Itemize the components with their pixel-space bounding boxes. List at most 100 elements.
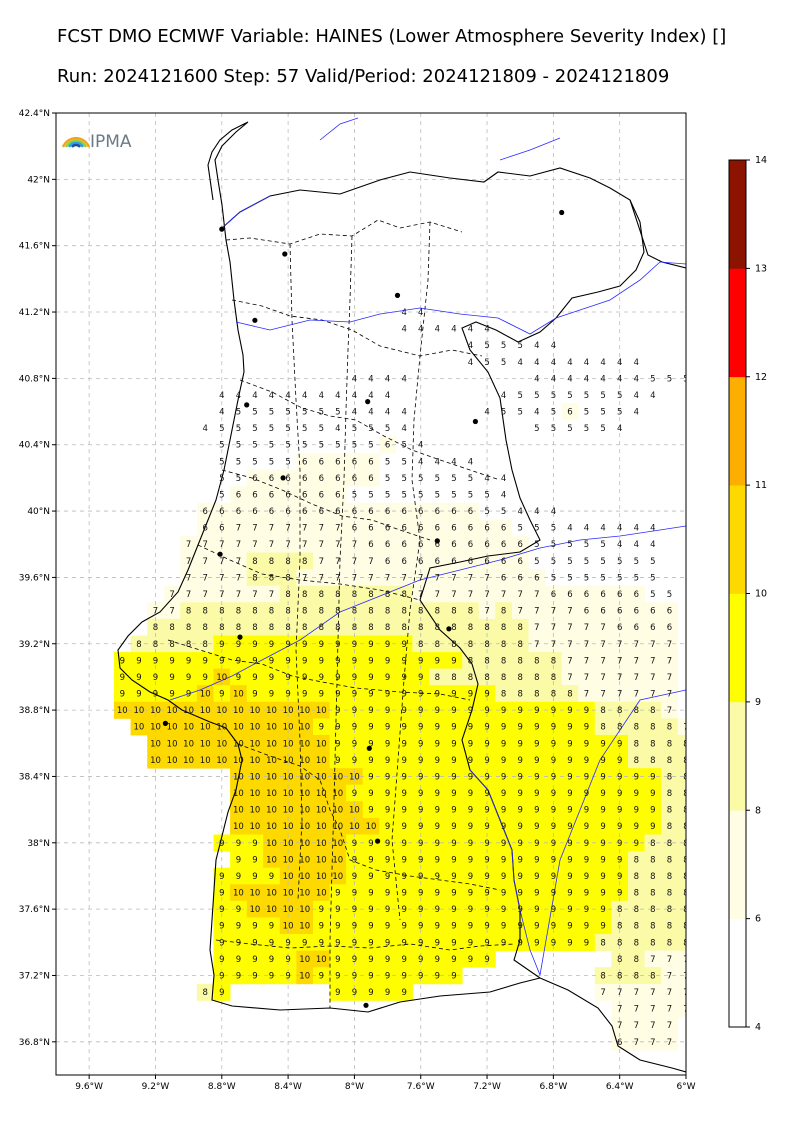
haines-value-label: 9 <box>435 723 440 733</box>
haines-cell <box>163 602 181 620</box>
haines-cell <box>230 519 248 537</box>
haines-value-label: 7 <box>617 1005 622 1015</box>
haines-cell <box>661 983 679 1001</box>
haines-cell <box>661 652 679 670</box>
haines-cell <box>528 934 546 951</box>
haines-value-label: 9 <box>584 723 589 733</box>
haines-value-label: 9 <box>252 972 257 982</box>
haines-value-label: 8 <box>335 623 340 633</box>
haines-value-label: 8 <box>302 623 307 633</box>
haines-value-label: 8 <box>634 922 639 932</box>
haines-cell <box>561 585 579 603</box>
haines-cell <box>180 602 198 620</box>
haines-value-label: 6 <box>285 507 290 517</box>
haines-value-label: 6 <box>567 408 572 418</box>
haines-value-label: 9 <box>484 889 489 899</box>
haines-cell <box>313 884 330 902</box>
haines-value-label: 8 <box>435 640 440 650</box>
haines-value-label: 9 <box>252 955 257 965</box>
haines-cell <box>329 453 347 470</box>
haines-value-label: 7 <box>650 1038 655 1048</box>
haines-value-label: 9 <box>501 806 506 816</box>
haines-cell <box>644 934 662 951</box>
haines-cell <box>462 585 480 603</box>
haines-value-label: 9 <box>335 972 340 982</box>
haines-cell <box>495 934 513 951</box>
haines-cell <box>329 983 347 1001</box>
haines-value-label: 9 <box>501 839 506 849</box>
haines-value-label: 6 <box>451 524 456 534</box>
haines-cell <box>230 834 248 852</box>
haines-value-label: 7 <box>617 988 622 998</box>
haines-cell <box>163 718 181 736</box>
haines-value-label: 9 <box>600 905 605 915</box>
haines-cell <box>346 735 364 752</box>
haines-value-label: 8 <box>617 955 622 965</box>
city-marker <box>375 838 381 844</box>
haines-value-label: 7 <box>634 640 639 650</box>
haines-cell <box>379 652 397 670</box>
haines-value-label: 5 <box>269 457 274 467</box>
haines-value-label: 5 <box>368 424 373 434</box>
haines-value-label: 9 <box>517 772 522 782</box>
haines-value-label: 5 <box>517 408 522 418</box>
haines-cell <box>346 983 364 1001</box>
haines-cell <box>611 751 629 769</box>
haines-value-label: 9 <box>517 789 522 799</box>
haines-value-label: 5 <box>219 441 224 451</box>
haines-cell <box>594 851 612 869</box>
haines-cell <box>379 917 397 935</box>
haines-cell <box>279 469 297 487</box>
haines-cell <box>180 735 198 752</box>
haines-value-label: 7 <box>634 673 639 683</box>
haines-cell <box>230 585 248 603</box>
haines-value-label: 9 <box>451 822 456 832</box>
haines-cell <box>263 585 281 603</box>
haines-value-label: 5 <box>302 424 307 434</box>
haines-value-label: 4 <box>468 341 473 351</box>
haines-value-label: 7 <box>202 573 207 583</box>
haines-value-label: 9 <box>584 889 589 899</box>
haines-value-label: 4 <box>269 391 274 401</box>
haines-value-label: 4 <box>418 441 423 451</box>
haines-value-label: 9 <box>501 739 506 749</box>
haines-value-label: 10 <box>332 806 343 816</box>
haines-value-label: 7 <box>617 656 622 666</box>
haines-value-label: 10 <box>283 839 294 849</box>
haines-value-label: 9 <box>484 739 489 749</box>
haines-cell <box>628 751 645 769</box>
haines-cell <box>511 851 529 869</box>
haines-value-label: 7 <box>534 640 539 650</box>
haines-cell <box>395 618 413 636</box>
haines-cell <box>511 867 529 885</box>
haines-value-label: 9 <box>584 706 589 716</box>
haines-cell <box>246 834 264 852</box>
haines-cell <box>644 618 662 636</box>
haines-value-label: 9 <box>368 706 373 716</box>
haines-cell <box>594 585 612 603</box>
haines-value-label: 9 <box>435 739 440 749</box>
haines-value-label: 10 <box>299 822 310 832</box>
haines-cell <box>263 502 281 520</box>
haines-cell <box>379 668 397 686</box>
haines-cell <box>263 569 281 587</box>
haines-value-label: 10 <box>266 889 277 899</box>
haines-value-label: 8 <box>617 938 622 948</box>
haines-value-label: 8 <box>517 673 522 683</box>
haines-value-label: 9 <box>451 772 456 782</box>
haines-value-label: 9 <box>401 739 406 749</box>
haines-value-label: 10 <box>183 739 194 749</box>
haines-value-label: 4 <box>634 374 639 384</box>
haines-value-label: 5 <box>335 441 340 451</box>
haines-cell <box>362 784 380 802</box>
haines-value-label: 6 <box>617 1038 622 1048</box>
haines-value-label: 9 <box>368 872 373 882</box>
colorbar-tick-label: 8 <box>755 805 761 816</box>
haines-value-label: 5 <box>302 441 307 451</box>
haines-cell <box>578 652 596 670</box>
haines-cell <box>246 602 264 620</box>
haines-cell <box>561 817 579 835</box>
haines-value-label: 10 <box>249 905 260 915</box>
haines-cell <box>445 535 463 553</box>
haines-value-label: 10 <box>266 789 277 799</box>
